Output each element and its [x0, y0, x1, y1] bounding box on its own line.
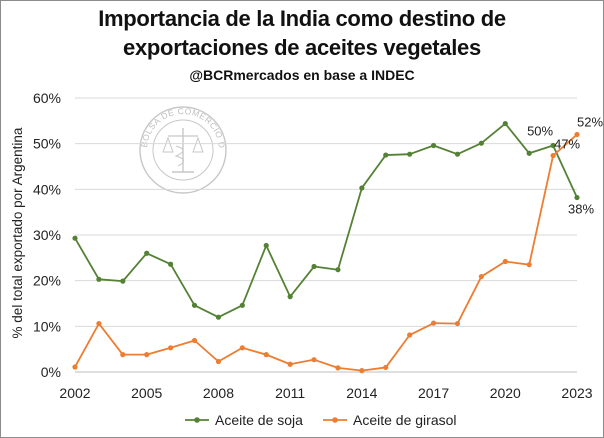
data-point [335, 267, 341, 273]
data-point [215, 358, 222, 365]
x-tick-label: 2008 [203, 385, 234, 401]
data-point [168, 345, 174, 351]
series-group [72, 120, 580, 374]
data-point [430, 142, 437, 149]
legend-label: Aceite de soja [215, 412, 303, 428]
y-tick-label: 30% [33, 227, 61, 243]
data-point [72, 235, 78, 241]
chart-subtitle: @BCRmercados en base a INDEC [189, 67, 415, 83]
data-point [478, 273, 484, 280]
svg-text:BOLSA DE COMERCIO DE ROSARIO: BOLSA DE COMERCIO DE ROSARIO [0, 0, 227, 149]
y-tick-label: 50% [33, 136, 61, 152]
data-label: 50% [527, 123, 553, 138]
y-tick-label: 60% [33, 90, 61, 106]
data-point [144, 250, 150, 256]
data-point [335, 365, 341, 371]
data-point [287, 361, 293, 367]
data-point [311, 263, 317, 270]
data-point [120, 352, 126, 358]
x-tick-label: 2011 [275, 385, 305, 401]
legend-swatch-marker [194, 417, 200, 423]
data-point [191, 302, 198, 308]
data-label: 52% [577, 115, 603, 130]
gridlines [75, 97, 577, 327]
x-axis-ticks: 2002 2005 2008 2011 2014 2017 2020 2023 [59, 385, 592, 401]
data-point [383, 152, 389, 158]
x-tick-label: 2014 [346, 385, 377, 401]
x-tick-label: 2002 [59, 385, 90, 401]
data-point [454, 320, 461, 327]
data-point [168, 261, 174, 267]
data-point [383, 364, 389, 371]
data-label: 38% [568, 202, 594, 217]
y-tick-label: 10% [33, 318, 61, 334]
data-point [96, 276, 102, 282]
legend-swatch-marker [332, 417, 338, 423]
data-point [191, 337, 198, 344]
data-point [502, 120, 508, 127]
y-tick-label: 20% [33, 273, 61, 289]
data-point [574, 131, 580, 138]
y-tick-label: 0% [41, 364, 61, 380]
data-point [478, 140, 484, 146]
series-line-girasol [74, 133, 578, 372]
data-point [263, 352, 269, 358]
series-line-soja [74, 122, 578, 319]
data-point [359, 368, 365, 374]
x-tick-label: 2005 [131, 385, 162, 401]
x-tick-label: 2017 [418, 385, 449, 401]
data-point [550, 152, 556, 159]
chart-title-line1: Importancia de la India como destino de [98, 6, 506, 31]
chart-title-line2: exportaciones de aceites vegetales [123, 35, 481, 60]
data-point [574, 194, 580, 201]
data-point [287, 294, 293, 300]
data-point [72, 364, 78, 370]
data-point [526, 262, 532, 268]
data-point [239, 345, 245, 351]
data-point [407, 332, 413, 338]
legend-label: Aceite de girasol [353, 412, 457, 428]
x-tick-label: 2020 [490, 385, 521, 401]
data-point [96, 320, 102, 327]
data-point [359, 185, 365, 191]
legend: Aceite de soja Aceite de girasol [185, 412, 457, 428]
data-point [550, 142, 556, 149]
data-point [502, 258, 508, 265]
y-tick-label: 40% [33, 181, 61, 197]
y-axis-label: % del total exportado por Argentina [10, 127, 25, 338]
data-point [120, 278, 126, 284]
data-point [311, 357, 317, 363]
seal-text: BOLSA DE COMERCIO DE ROSARIO [0, 0, 227, 149]
data-point [144, 352, 150, 358]
data-point [263, 242, 269, 249]
data-point [454, 151, 461, 157]
data-point [430, 320, 437, 326]
data-label: 47% [554, 137, 580, 152]
data-labels: 50% 38% 47% 52% [527, 115, 603, 217]
data-point [239, 302, 245, 308]
data-point [407, 151, 413, 157]
data-point [526, 150, 532, 156]
y-axis-ticks: 0% 10% 20% 30% 40% 50% 60% [33, 90, 61, 380]
x-tick-label: 2023 [561, 385, 592, 401]
data-point [215, 314, 222, 320]
